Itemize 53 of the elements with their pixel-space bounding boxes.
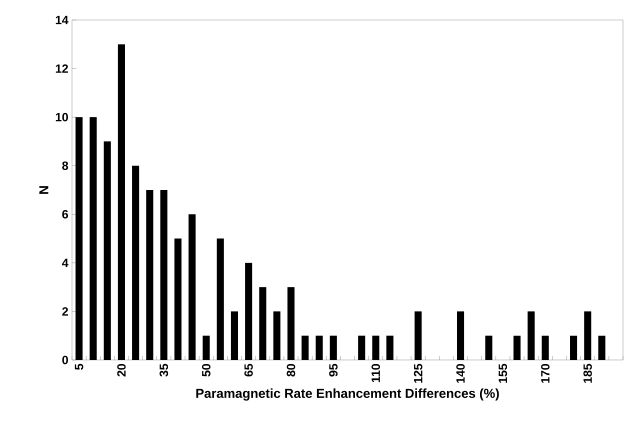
bar [542, 336, 549, 360]
bar [202, 336, 210, 360]
bar [302, 336, 309, 360]
bar [230, 311, 238, 360]
bar [414, 311, 422, 360]
bar [316, 336, 323, 360]
y-tick-label: 4 [62, 258, 68, 267]
x-tick-label: 110 [372, 364, 380, 382]
bar [456, 311, 464, 360]
y-tick-label: 14 [56, 16, 68, 24]
bar [259, 287, 266, 360]
bar [528, 311, 535, 360]
bar [188, 214, 196, 360]
x-tick-label: 35 [160, 364, 168, 377]
y-tick-label: 2 [62, 307, 68, 316]
x-axis-title: Paramagnetic Rate Enhancement Differences (%) [196, 388, 499, 401]
x-tick-label: 125 [414, 364, 422, 383]
bar [584, 311, 592, 360]
x-tick-label: 170 [541, 364, 550, 383]
bar [358, 336, 366, 360]
y-tick-label: 0 [62, 356, 68, 364]
x-tick-label: 20 [117, 364, 126, 376]
x-tick-label: 185 [583, 364, 592, 383]
bar [90, 117, 97, 360]
bar [485, 336, 492, 360]
bar [273, 311, 280, 360]
bar [287, 287, 295, 360]
bar [514, 336, 521, 360]
y-tick-label: 10 [56, 112, 68, 122]
bar [372, 336, 380, 360]
y-tick-label: 6 [62, 210, 68, 219]
bar [118, 44, 125, 360]
y-tick-label: 8 [62, 161, 68, 170]
bar [174, 238, 182, 360]
bar [386, 336, 394, 360]
bar [160, 190, 168, 360]
x-tick-label: 50 [202, 364, 210, 376]
bar [132, 166, 140, 360]
bar [216, 238, 224, 360]
x-tick-label: 155 [498, 364, 508, 383]
y-tick-label: 12 [56, 64, 68, 73]
bar [146, 190, 154, 360]
x-tick-label: 95 [329, 364, 338, 376]
x-tick-label: 5 [74, 364, 84, 370]
x-tick-label: 80 [286, 364, 296, 376]
bar [598, 336, 606, 360]
y-axis-title: N [39, 186, 48, 194]
x-tick-label: 140 [456, 364, 465, 383]
bar [104, 141, 111, 360]
bar [570, 336, 578, 360]
x-tick-label: 65 [244, 364, 253, 376]
bar [245, 262, 252, 360]
bar [330, 336, 337, 360]
